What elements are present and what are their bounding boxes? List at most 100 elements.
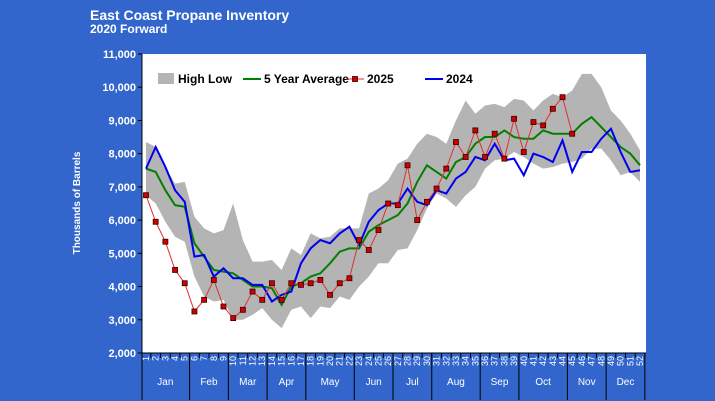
- x-tick-label: 49: [606, 356, 616, 366]
- data-point-2025: [394, 202, 401, 209]
- legend-label-2024: 2024: [446, 72, 473, 86]
- data-point-2025: [520, 149, 527, 155]
- x-tick-label: 14: [267, 356, 277, 366]
- data-point-2025: [433, 185, 440, 192]
- x-tick-label: 40: [519, 356, 529, 366]
- series-line-2024: [145, 126, 641, 303]
- data-point-2025: [288, 280, 295, 287]
- x-tick-label: 45: [567, 356, 577, 366]
- data-point-2025: [404, 162, 411, 169]
- month-label: May: [321, 377, 340, 388]
- x-tick-label: 29: [412, 356, 422, 366]
- x-tick-label: 16: [286, 356, 296, 366]
- x-tick-label: 31: [432, 356, 442, 366]
- x-tick-label: 2: [151, 356, 161, 361]
- data-point-2025: [317, 277, 324, 283]
- data-point-2025: [356, 237, 362, 243]
- data-point-2025: [327, 291, 333, 298]
- y-tick-label: 6,000: [108, 215, 136, 227]
- data-point-2025: [239, 306, 246, 313]
- x-tick-label: 32: [441, 356, 451, 366]
- data-point-2025: [501, 155, 508, 162]
- x-tick-label: 21: [335, 356, 345, 366]
- data-point-2025: [424, 198, 430, 205]
- data-point-2025: [210, 277, 217, 283]
- x-tick-label: 23: [354, 356, 364, 366]
- data-point-2025: [453, 139, 459, 145]
- y-tick-label: 2,000: [108, 348, 136, 360]
- x-tick-label: 5: [180, 356, 190, 361]
- data-point-2025: [336, 280, 343, 287]
- x-tick-label: 26: [383, 356, 393, 366]
- x-tick-label: 38: [499, 356, 509, 366]
- data-point-2025: [259, 296, 266, 303]
- x-tick-label: 52: [635, 356, 645, 366]
- x-tick-label: 3: [160, 356, 170, 361]
- data-point-2025: [181, 280, 188, 287]
- x-tick-label: 47: [587, 356, 597, 366]
- month-label: Aug: [447, 377, 465, 388]
- data-point-2025: [443, 165, 450, 172]
- x-tick-label: 11: [238, 356, 248, 365]
- y-tick-label: 7,000: [108, 182, 136, 194]
- y-tick-label: 8,000: [108, 149, 136, 161]
- x-tick-label: 39: [509, 356, 519, 366]
- month-label: Oct: [535, 377, 551, 388]
- legend-label-5-year-average: 5 Year Average: [264, 72, 349, 86]
- data-point-2025: [298, 281, 304, 288]
- x-tick-label: 17: [296, 356, 306, 366]
- month-label: Nov: [578, 377, 596, 388]
- legend-marker-2025: [352, 76, 358, 82]
- data-point-2025: [162, 238, 169, 245]
- x-tick-label: 46: [577, 356, 587, 366]
- x-tick-label: 43: [548, 356, 558, 366]
- data-point-2025: [269, 280, 275, 287]
- data-point-2025: [569, 130, 576, 137]
- data-point-2025: [152, 218, 159, 225]
- month-label: Dec: [617, 377, 635, 388]
- data-point-2025: [530, 119, 537, 126]
- data-point-2025: [220, 303, 227, 310]
- x-tick-label: 50: [616, 356, 626, 366]
- data-point-2025: [375, 227, 382, 233]
- x-tick-label: 6: [189, 356, 199, 361]
- chart-subtitle: 2020 Forward: [90, 22, 168, 36]
- x-tick-label: 1: [141, 356, 151, 361]
- x-tick-label: 36: [480, 356, 490, 366]
- data-point-2025: [385, 200, 392, 207]
- x-tick-label: 48: [596, 356, 606, 366]
- data-point-2025: [462, 154, 469, 160]
- data-point-2025: [559, 94, 566, 101]
- data-point-2025: [172, 267, 178, 273]
- month-label: Sep: [491, 377, 509, 388]
- data-point-2025: [491, 130, 498, 137]
- chart-title: East Coast Propane Inventory: [90, 7, 290, 23]
- data-point-2025: [365, 247, 372, 253]
- legend: High Low 5 Year Average 2025 2024: [158, 72, 473, 86]
- x-tick-label: 51: [625, 356, 635, 366]
- legend-label-high-low: High Low: [178, 72, 233, 86]
- y-tick-label: 9,000: [108, 115, 136, 127]
- x-tick-label: 42: [538, 356, 548, 366]
- x-tick-label: 33: [451, 356, 461, 366]
- x-tick-label: 18: [306, 356, 316, 366]
- x-tick-label: 13: [257, 356, 267, 366]
- x-tick-label: 8: [209, 356, 219, 361]
- legend-swatch-high-low: [158, 73, 174, 84]
- x-tick-label: 7: [199, 356, 209, 361]
- x-tick-label: 24: [364, 356, 374, 366]
- data-point-2025: [278, 296, 285, 303]
- data-point-2025: [549, 105, 556, 112]
- y-tick-label: 5,000: [108, 248, 136, 260]
- x-tick-label: 27: [393, 356, 403, 366]
- x-tick-label: 35: [470, 356, 480, 366]
- month-label: Feb: [200, 377, 218, 388]
- data-point-2025: [482, 154, 488, 160]
- y-tick-label: 4,000: [108, 282, 136, 294]
- y-tick-label: 10,000: [102, 82, 136, 94]
- x-tick-label: 28: [403, 356, 413, 366]
- data-point-2025: [143, 192, 149, 199]
- month-label: Jun: [366, 377, 382, 388]
- x-tick-label: 37: [490, 356, 500, 366]
